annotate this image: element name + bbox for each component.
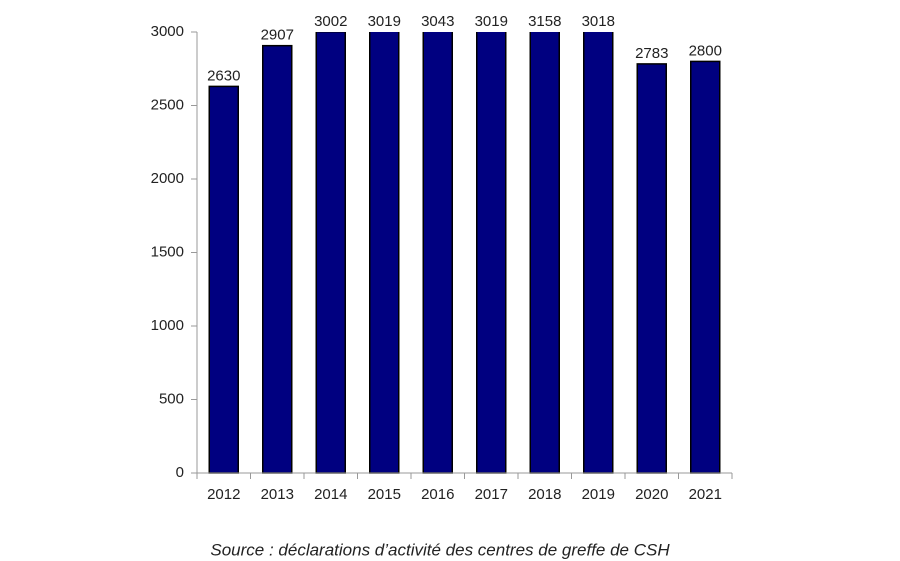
x-tick-label: 2017 (475, 486, 508, 503)
x-tick-label: 2012 (207, 486, 240, 503)
value-label: 3158 (528, 13, 561, 30)
y-tick-label: 3000 (151, 23, 184, 40)
x-tick-label: 2019 (582, 486, 615, 503)
x-tick-label: 2016 (421, 486, 454, 503)
value-label: 3019 (368, 13, 401, 30)
y-tick-label: 500 (159, 390, 184, 407)
x-tick-label: 2020 (635, 486, 668, 503)
bar (208, 85, 239, 474)
bar (262, 44, 293, 474)
value-label: 3018 (582, 13, 615, 30)
bar (315, 32, 346, 474)
x-tick-label: 2021 (689, 486, 722, 503)
y-tick-label: 1000 (151, 317, 184, 334)
bar (422, 32, 453, 474)
bar (476, 32, 507, 474)
source-note: Source : déclarations d’activité des cen… (210, 540, 670, 559)
value-label: 3002 (314, 13, 347, 30)
y-tick-label: 0 (176, 464, 184, 481)
bar (690, 60, 721, 474)
bar (529, 32, 560, 474)
value-label: 3019 (475, 13, 508, 30)
x-tick-label: 2013 (261, 486, 294, 503)
value-label: 2630 (207, 67, 240, 84)
value-label: 2907 (261, 27, 294, 44)
plot-area (208, 32, 721, 474)
x-tick-label: 2015 (368, 486, 401, 503)
y-tick-label: 1500 (151, 243, 184, 260)
value-label: 3043 (421, 13, 454, 30)
y-tick-label: 2500 (151, 96, 184, 113)
value-label: 2783 (635, 45, 668, 62)
y-tick-label: 2000 (151, 170, 184, 187)
x-tick-label: 2018 (528, 486, 561, 503)
bar (369, 32, 400, 474)
bar (636, 63, 667, 474)
x-tick-label: 2014 (314, 486, 347, 503)
value-label: 2800 (689, 42, 722, 59)
bar (583, 32, 614, 474)
